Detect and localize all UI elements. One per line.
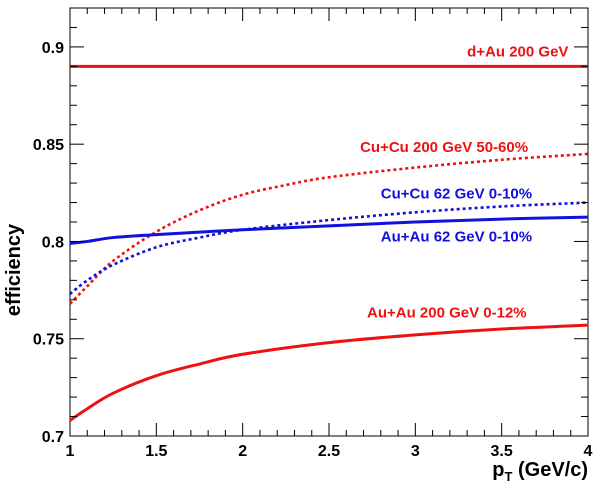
x-axis-title-rest: (GeV/c) <box>512 459 588 481</box>
y-tick-label: 0.8 <box>42 234 64 251</box>
y-tick-label: 0.7 <box>42 429 64 446</box>
series-line-3 <box>69 215 589 245</box>
y-tick-label: 0.9 <box>42 40 64 57</box>
series-label-0: d+Au 200 GeV <box>467 44 568 61</box>
y-axis-title: efficiency <box>3 223 25 316</box>
x-tick-label: 3.5 <box>491 443 513 460</box>
x-axis-title-main: p <box>492 459 504 481</box>
series-line-2 <box>69 201 589 296</box>
x-axis-title-sub: T <box>504 469 512 484</box>
plot-area <box>69 7 589 437</box>
series-line-4 <box>69 323 589 422</box>
x-axis-title: pT (GeV/c) <box>492 459 588 484</box>
x-tick-label: 1 <box>66 443 75 460</box>
x-tick-label: 2.5 <box>318 443 340 460</box>
series-labels: d+Au 200 GeV Cu+Cu 200 GeV 50-60% Cu+Cu 62… <box>360 44 568 322</box>
x-tick-label: 2 <box>238 443 247 460</box>
series-label-2: Cu+Cu 62 GeV 0-10% <box>381 186 532 203</box>
x-tick-label: 4 <box>584 443 593 460</box>
series-label-3: Au+Au 62 GeV 0-10% <box>381 228 532 245</box>
y-tick-label: 0.75 <box>33 332 64 349</box>
y-axis: 0.7 0.75 0.8 0.85 0.9 <box>33 7 588 446</box>
series-label-1: Cu+Cu 200 GeV 50-60% <box>360 139 528 156</box>
x-axis: 1 1.5 2 2.5 3 3.5 4 <box>66 8 593 460</box>
series-layer <box>69 64 589 422</box>
x-tick-label: 3 <box>411 443 420 460</box>
series-label-4: Au+Au 200 GeV 0-12% <box>367 304 527 321</box>
series-line-1 <box>69 152 589 305</box>
y-tick-label: 0.85 <box>33 137 64 154</box>
plot-frame <box>69 7 589 437</box>
x-tick-label: 1.5 <box>145 443 167 460</box>
